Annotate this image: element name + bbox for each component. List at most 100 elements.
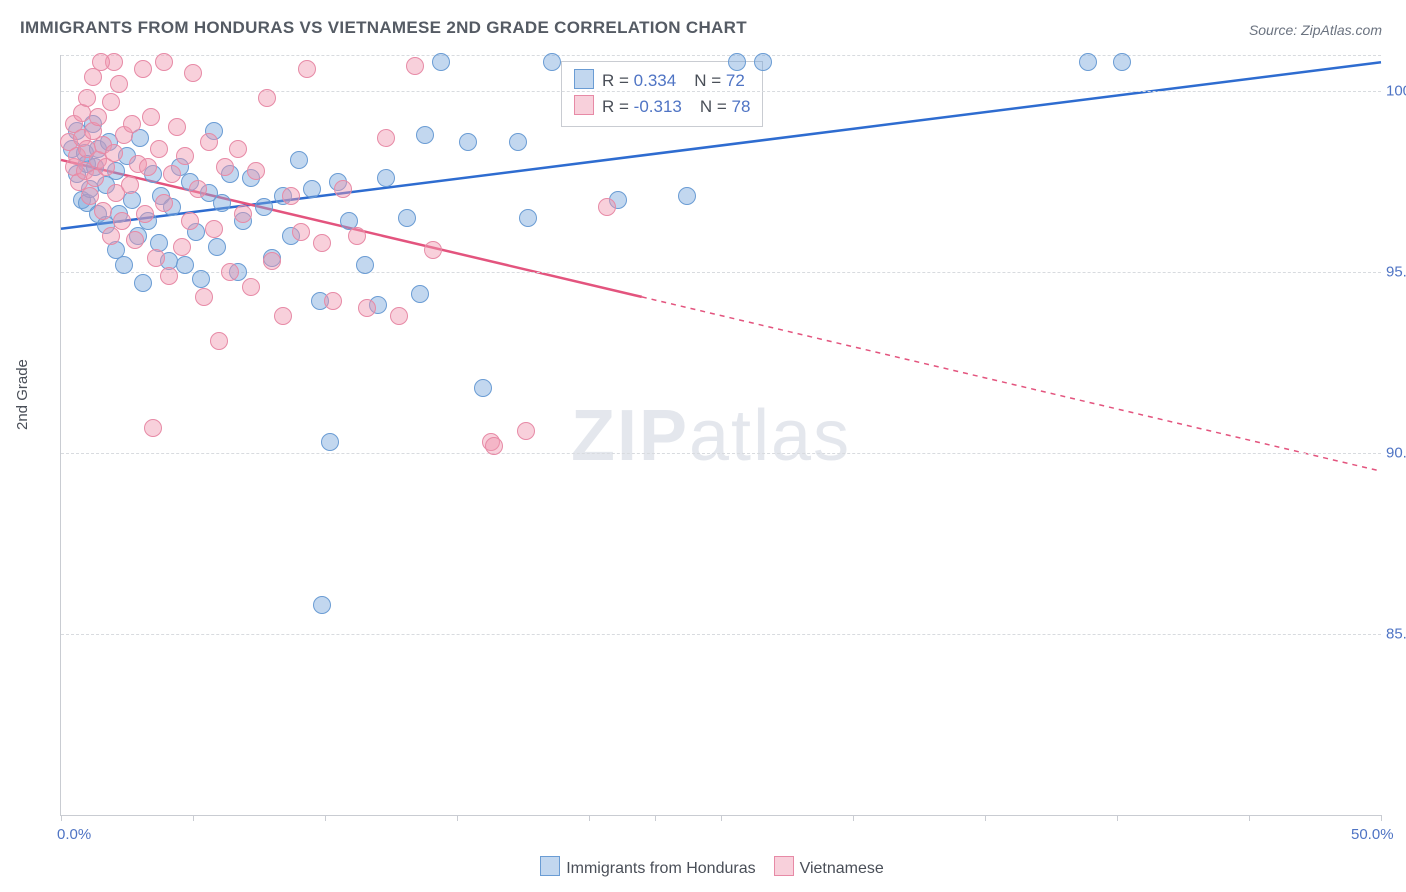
scatter-point-honduras xyxy=(519,209,537,227)
scatter-point-vietnamese xyxy=(517,422,535,440)
scatter-point-vietnamese xyxy=(168,118,186,136)
scatter-point-vietnamese xyxy=(221,263,239,281)
scatter-point-vietnamese xyxy=(216,158,234,176)
y-tick-label: 85.0% xyxy=(1386,626,1406,643)
scatter-point-vietnamese xyxy=(92,53,110,71)
scatter-point-vietnamese xyxy=(334,180,352,198)
scatter-point-vietnamese xyxy=(105,144,123,162)
scatter-point-vietnamese xyxy=(142,108,160,126)
legend-label: Vietnamese xyxy=(800,860,884,877)
scatter-point-honduras xyxy=(290,151,308,169)
scatter-point-vietnamese xyxy=(258,89,276,107)
scatter-point-vietnamese xyxy=(485,437,503,455)
scatter-point-vietnamese xyxy=(282,187,300,205)
scatter-point-vietnamese xyxy=(424,241,442,259)
scatter-point-honduras xyxy=(377,169,395,187)
scatter-point-vietnamese xyxy=(89,108,107,126)
scatter-point-vietnamese xyxy=(160,267,178,285)
x-tick xyxy=(1117,815,1118,821)
y-tick-label: 90.0% xyxy=(1386,445,1406,462)
scatter-point-vietnamese xyxy=(81,187,99,205)
gridline xyxy=(61,55,1381,56)
scatter-point-vietnamese xyxy=(229,140,247,158)
x-tick xyxy=(853,815,854,821)
scatter-point-honduras xyxy=(356,256,374,274)
legend-swatch xyxy=(774,856,794,876)
trend-line-dash-vietnamese xyxy=(642,297,1381,471)
y-tick-label: 100.0% xyxy=(1386,83,1406,100)
scatter-point-honduras xyxy=(208,238,226,256)
scatter-point-honduras xyxy=(321,433,339,451)
scatter-point-vietnamese xyxy=(377,129,395,147)
scatter-point-vietnamese xyxy=(234,205,252,223)
scatter-point-vietnamese xyxy=(113,212,131,230)
scatter-point-honduras xyxy=(398,209,416,227)
scatter-point-vietnamese xyxy=(210,332,228,350)
scatter-point-vietnamese xyxy=(348,227,366,245)
scatter-point-honduras xyxy=(255,198,273,216)
scatter-point-vietnamese xyxy=(136,205,154,223)
scatter-point-honduras xyxy=(543,53,561,71)
scatter-point-honduras xyxy=(754,53,772,71)
bottom-legend: Immigrants from Honduras Vietnamese xyxy=(0,856,1406,878)
watermark: ZIPatlas xyxy=(571,395,851,477)
scatter-point-vietnamese xyxy=(110,75,128,93)
x-tick xyxy=(589,815,590,821)
scatter-point-honduras xyxy=(411,285,429,303)
scatter-point-vietnamese xyxy=(242,278,260,296)
scatter-point-honduras xyxy=(459,133,477,151)
scatter-point-vietnamese xyxy=(189,180,207,198)
scatter-point-vietnamese xyxy=(200,133,218,151)
scatter-point-honduras xyxy=(176,256,194,274)
x-tick-label: 0.0% xyxy=(57,826,91,843)
scatter-point-honduras xyxy=(678,187,696,205)
scatter-point-vietnamese xyxy=(139,158,157,176)
scatter-point-vietnamese xyxy=(147,249,165,267)
scatter-point-vietnamese xyxy=(205,220,223,238)
scatter-point-vietnamese xyxy=(102,93,120,111)
scatter-point-honduras xyxy=(115,256,133,274)
scatter-point-honduras xyxy=(1079,53,1097,71)
scatter-point-vietnamese xyxy=(150,140,168,158)
scatter-point-vietnamese xyxy=(155,194,173,212)
x-tick xyxy=(1381,815,1382,821)
scatter-point-honduras xyxy=(192,270,210,288)
x-tick xyxy=(655,815,656,821)
x-tick xyxy=(457,815,458,821)
scatter-point-honduras xyxy=(134,274,152,292)
x-tick-label: 50.0% xyxy=(1351,826,1394,843)
legend-label: Immigrants from Honduras xyxy=(566,860,755,877)
scatter-point-vietnamese xyxy=(263,252,281,270)
scatter-point-vietnamese xyxy=(173,238,191,256)
scatter-point-vietnamese xyxy=(78,89,96,107)
y-tick-label: 95.0% xyxy=(1386,264,1406,281)
x-tick xyxy=(325,815,326,821)
scatter-point-honduras xyxy=(1113,53,1131,71)
x-tick xyxy=(193,815,194,821)
legend-row-vietnamese: R = -0.313N = 78 xyxy=(574,94,750,120)
scatter-plot: ZIPatlas R = 0.334N = 72R = -0.313N = 78… xyxy=(60,55,1381,816)
scatter-point-honduras xyxy=(303,180,321,198)
scatter-point-vietnamese xyxy=(324,292,342,310)
x-tick xyxy=(721,815,722,821)
gridline xyxy=(61,272,1381,273)
scatter-point-honduras xyxy=(432,53,450,71)
scatter-point-vietnamese xyxy=(195,288,213,306)
scatter-point-vietnamese xyxy=(274,307,292,325)
scatter-point-vietnamese xyxy=(313,234,331,252)
legend-swatch xyxy=(540,856,560,876)
scatter-point-honduras xyxy=(728,53,746,71)
scatter-point-vietnamese xyxy=(184,64,202,82)
scatter-point-vietnamese xyxy=(144,419,162,437)
scatter-point-vietnamese xyxy=(247,162,265,180)
scatter-point-vietnamese xyxy=(123,115,141,133)
correlation-legend-box: R = 0.334N = 72R = -0.313N = 78 xyxy=(561,61,763,127)
scatter-point-vietnamese xyxy=(292,223,310,241)
scatter-point-honduras xyxy=(474,379,492,397)
scatter-point-honduras xyxy=(213,194,231,212)
scatter-point-vietnamese xyxy=(358,299,376,317)
source-label: Source: ZipAtlas.com xyxy=(1249,22,1382,38)
scatter-point-vietnamese xyxy=(298,60,316,78)
scatter-point-vietnamese xyxy=(181,212,199,230)
scatter-point-vietnamese xyxy=(406,57,424,75)
